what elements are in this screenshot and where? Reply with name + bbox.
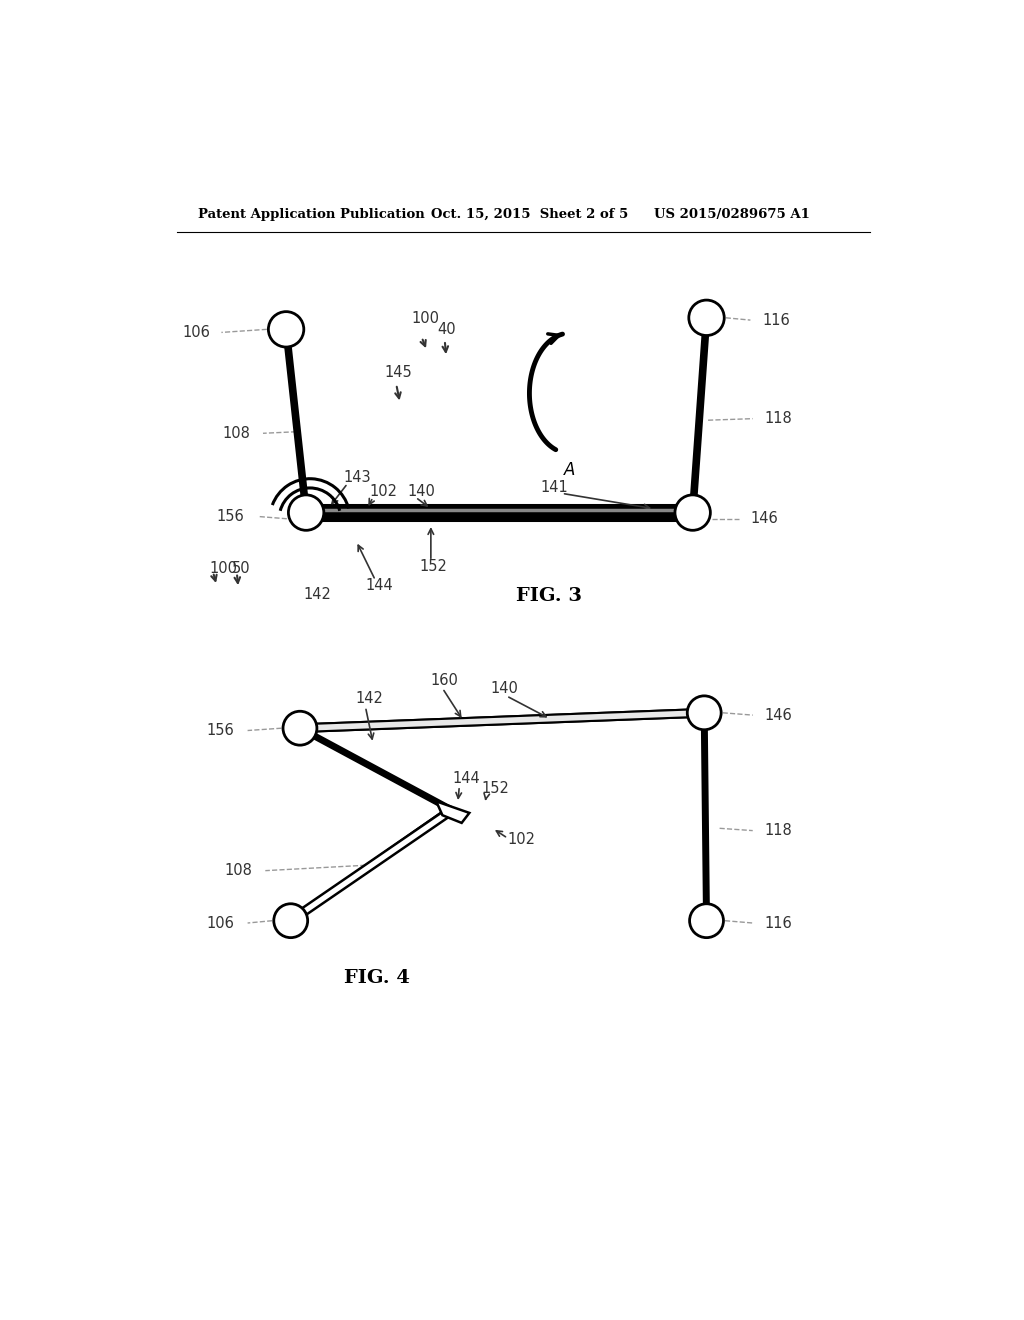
Text: 141: 141: [541, 479, 568, 495]
Text: 108: 108: [222, 426, 250, 441]
Text: 108: 108: [224, 863, 252, 878]
Text: US 2015/0289675 A1: US 2015/0289675 A1: [654, 209, 810, 222]
Circle shape: [273, 904, 307, 937]
Text: 146: 146: [764, 708, 792, 722]
Text: 152: 152: [419, 558, 447, 574]
Polygon shape: [289, 808, 454, 924]
Text: 160: 160: [431, 673, 459, 688]
Text: 116: 116: [762, 313, 790, 327]
Circle shape: [283, 711, 316, 744]
Text: 143: 143: [344, 470, 372, 486]
Text: 118: 118: [764, 411, 792, 426]
Text: Patent Application Publication: Patent Application Publication: [199, 209, 425, 222]
Text: 146: 146: [751, 511, 778, 527]
Text: 100: 100: [412, 312, 439, 326]
Text: 40: 40: [437, 322, 456, 337]
Text: 140: 140: [490, 681, 519, 696]
Polygon shape: [436, 801, 469, 822]
Text: 106: 106: [207, 916, 234, 931]
Text: 140: 140: [408, 483, 435, 499]
Text: 50: 50: [232, 561, 251, 576]
Text: 144: 144: [366, 578, 393, 593]
Circle shape: [289, 495, 324, 531]
Text: 102: 102: [370, 483, 397, 499]
Text: 156: 156: [217, 510, 245, 524]
Text: 142: 142: [303, 587, 331, 602]
Text: 102: 102: [508, 833, 536, 847]
Text: 142: 142: [355, 692, 383, 706]
Text: 116: 116: [764, 916, 792, 931]
Text: 145: 145: [385, 364, 413, 380]
Text: A: A: [564, 461, 575, 479]
Text: 100: 100: [210, 561, 238, 576]
Polygon shape: [300, 709, 705, 733]
Circle shape: [675, 495, 711, 531]
Text: FIG. 3: FIG. 3: [516, 587, 582, 605]
Text: Oct. 15, 2015  Sheet 2 of 5: Oct. 15, 2015 Sheet 2 of 5: [431, 209, 628, 222]
Text: 106: 106: [182, 325, 210, 341]
Text: 118: 118: [764, 824, 792, 838]
Text: 144: 144: [453, 771, 480, 785]
Circle shape: [689, 904, 724, 937]
Text: FIG. 4: FIG. 4: [344, 969, 410, 987]
Circle shape: [689, 300, 724, 335]
Text: 156: 156: [207, 723, 234, 738]
Text: 152: 152: [481, 780, 510, 796]
Circle shape: [268, 312, 304, 347]
Circle shape: [687, 696, 721, 730]
